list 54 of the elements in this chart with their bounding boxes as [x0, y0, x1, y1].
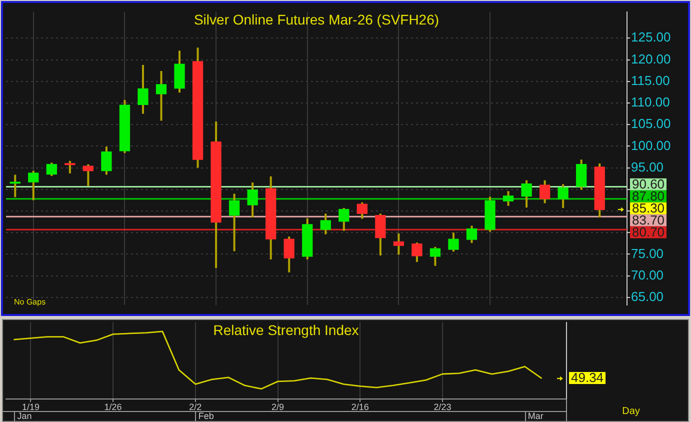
chart-title: Relative Strength Index	[213, 322, 359, 338]
candlestick	[430, 246, 441, 267]
candlestick	[412, 242, 422, 263]
candlestick	[247, 181, 258, 218]
x-tick-label: 1/26	[104, 402, 122, 412]
candlestick	[320, 212, 331, 236]
candlestick	[338, 206, 350, 232]
text: Feb	[198, 410, 214, 421]
candlestick	[375, 212, 386, 257]
candlestick	[539, 179, 550, 204]
x-tick-label: 1/19	[22, 402, 40, 412]
x-tick-label: 2/23	[434, 402, 452, 412]
y-tick-label: 95.00	[631, 159, 664, 174]
candlestick	[101, 146, 112, 176]
ref-line-label: 80.70	[632, 224, 665, 240]
candlestick	[228, 192, 240, 252]
y-tick-label: 100.00	[631, 138, 671, 153]
candlestick	[156, 70, 167, 122]
y-tick-label: 115.00	[631, 72, 670, 88]
candlestick	[284, 235, 294, 274]
x-tick-label: 2/2	[189, 402, 202, 412]
x-tick-label: 2/16	[351, 402, 369, 412]
candlestick	[138, 64, 148, 115]
y-tick-label: 70.00	[631, 267, 664, 282]
text: Mar	[528, 410, 544, 421]
y-tick-label: 65.00	[631, 289, 664, 304]
candlestick	[356, 201, 368, 220]
text: Jan	[17, 410, 32, 421]
text: 49.34	[571, 370, 604, 386]
y-tick-label: 75.00	[631, 246, 664, 261]
x-tick-label: 2/9	[272, 402, 284, 412]
candlestick	[82, 163, 94, 187]
annotation: No Gaps	[14, 297, 46, 306]
ref-line-label: 90.60	[632, 176, 665, 192]
candlestick	[46, 162, 57, 177]
candlestick	[448, 232, 459, 253]
ref-line-label: 83.70	[632, 212, 665, 228]
candlestick	[64, 160, 76, 174]
candlestick	[521, 179, 532, 209]
chart-title: Silver Online Futures Mar-26 (SVFH26)	[194, 12, 440, 28]
y-tick-label: 110.00	[631, 94, 670, 110]
candlestick	[393, 232, 404, 256]
candlestick	[558, 183, 568, 209]
candlestick	[576, 158, 587, 191]
y-tick-label: 125.00	[631, 30, 671, 45]
candlestick	[502, 190, 514, 207]
candlestick	[466, 224, 478, 244]
text: 85.30	[632, 200, 665, 216]
ref-line-label: 87.80	[632, 188, 665, 204]
y-tick-label: 120.00	[631, 51, 671, 66]
candlestick	[10, 174, 20, 198]
y-tick-label: 105.00	[631, 116, 671, 132]
candlestick	[28, 170, 39, 202]
x-axis-title: Day	[622, 406, 640, 417]
